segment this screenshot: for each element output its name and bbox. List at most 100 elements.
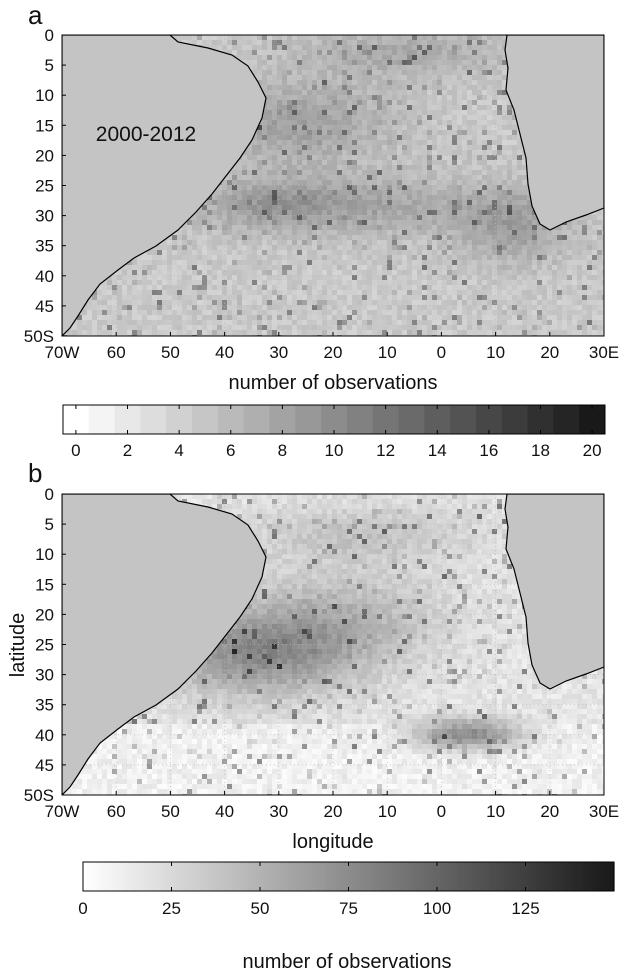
heat-cell: [427, 35, 432, 40]
heat-cell: [267, 75, 272, 80]
heat-cell: [472, 75, 477, 80]
heat-cell: [492, 170, 497, 175]
heat-cell: [332, 245, 337, 250]
heat-cell: [277, 100, 282, 105]
heat-cell: [382, 150, 387, 155]
heat-cell: [272, 60, 277, 65]
heat-cell: [292, 60, 297, 65]
heat-cell: [507, 210, 512, 215]
heat-cell: [377, 110, 382, 115]
heat-cell: [267, 125, 272, 130]
heat-cell: [322, 165, 327, 170]
heat-cell: [502, 210, 507, 215]
heat-cell: [257, 140, 262, 145]
heat-cell: [557, 225, 562, 230]
heat-cell: [372, 255, 377, 260]
heat-cell: [422, 85, 427, 90]
heat-cell: [207, 235, 212, 240]
heat-cell: [497, 80, 502, 85]
heat-cell: [357, 35, 362, 40]
heat-cell: [367, 135, 372, 140]
heat-cell: [332, 35, 337, 40]
heat-cell: [367, 210, 372, 215]
heat-cell: [502, 110, 507, 115]
heat-cell: [297, 150, 302, 155]
heat-cell: [517, 240, 522, 245]
heat-cell: [272, 120, 277, 125]
heat-cell: [477, 205, 482, 210]
heat-cell: [297, 255, 302, 260]
heat-cell: [502, 145, 507, 150]
heat-cell: [207, 225, 212, 230]
heat-cell: [302, 160, 307, 165]
heat-cell: [317, 65, 322, 70]
heat-cell: [127, 260, 132, 265]
heat-cell: [402, 235, 407, 240]
heat-cell: [422, 150, 427, 155]
heat-cell: [367, 95, 372, 100]
heat-cell: [232, 255, 237, 260]
heat-cell: [292, 70, 297, 75]
heat-cell: [397, 260, 402, 265]
heat-cell: [242, 190, 247, 195]
heat-cell: [377, 230, 382, 235]
heat-cell: [267, 40, 272, 45]
heat-cell: [417, 250, 422, 255]
heat-cell: [217, 40, 222, 45]
heat-cell: [277, 190, 282, 195]
heat-cell: [357, 230, 362, 235]
heat-cell: [327, 200, 332, 205]
heat-cell: [287, 120, 292, 125]
heat-cell: [427, 45, 432, 50]
heat-cell: [382, 260, 387, 265]
heat-cell: [272, 95, 277, 100]
heat-cell: [582, 240, 587, 245]
heat-cell: [377, 190, 382, 195]
heat-cell: [507, 195, 512, 200]
heat-cell: [247, 205, 252, 210]
heat-cell: [342, 210, 347, 215]
heat-cell: [397, 185, 402, 190]
heat-cell: [282, 240, 287, 245]
heat-cell: [277, 245, 282, 250]
heat-cell: [517, 175, 522, 180]
heat-cell: [347, 75, 352, 80]
heat-cell: [507, 215, 512, 220]
heat-cell: [292, 230, 297, 235]
heat-cell: [437, 85, 442, 90]
heat-cell: [342, 140, 347, 145]
heat-cell: [432, 240, 437, 245]
heat-cell: [292, 150, 297, 155]
heat-cell: [262, 225, 267, 230]
heat-cell: [312, 200, 317, 205]
heat-cell: [252, 70, 257, 75]
heat-cell: [382, 40, 387, 45]
heat-cell: [517, 225, 522, 230]
heat-cell: [182, 255, 187, 260]
heat-cell: [467, 240, 472, 245]
heat-cell: [282, 40, 287, 45]
heat-cell: [332, 105, 337, 110]
heat-cell: [587, 250, 592, 255]
heat-cell: [487, 165, 492, 170]
heat-cell: [497, 250, 502, 255]
heat-cell: [377, 80, 382, 85]
heat-cell: [302, 120, 307, 125]
heat-cell: [232, 165, 237, 170]
heat-cell: [357, 165, 362, 170]
heat-cell: [267, 135, 272, 140]
heat-cell: [392, 55, 397, 60]
heat-cell: [307, 40, 312, 45]
heat-cell: [412, 40, 417, 45]
heat-cell: [377, 125, 382, 130]
heat-cell: [282, 135, 287, 140]
heat-cell: [512, 190, 517, 195]
heat-cell: [202, 260, 207, 265]
heat-cell: [202, 240, 207, 245]
heat-cell: [207, 230, 212, 235]
heat-cell: [377, 105, 382, 110]
heat-cell: [412, 170, 417, 175]
heat-cell: [342, 40, 347, 45]
heat-cell: [287, 55, 292, 60]
heat-cell: [317, 205, 322, 210]
